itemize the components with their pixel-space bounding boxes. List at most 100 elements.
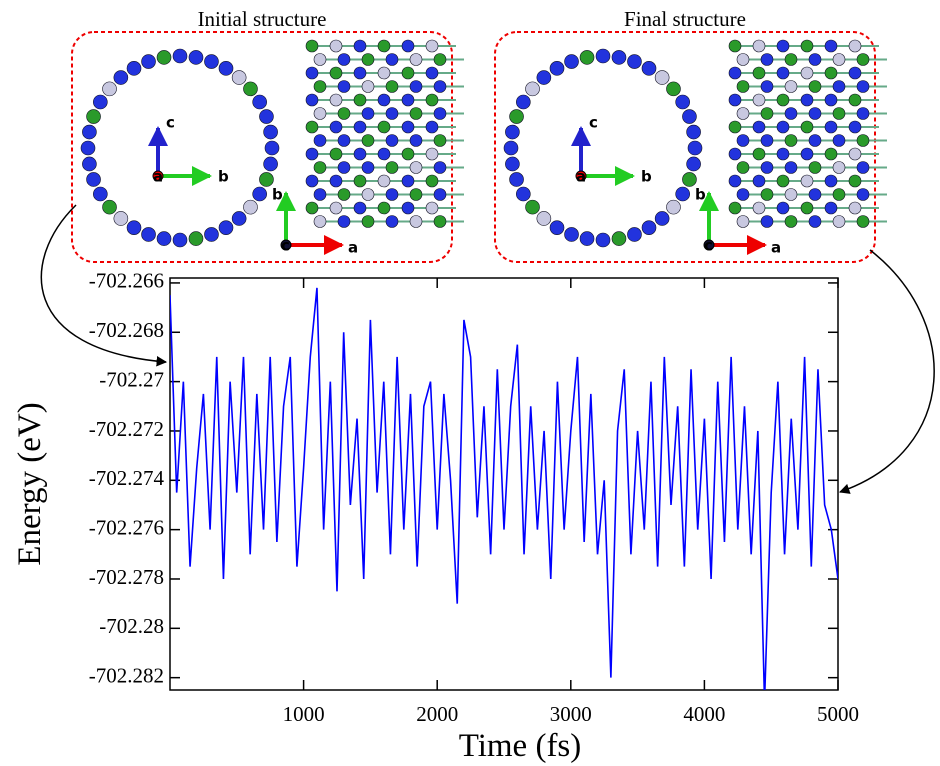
atom	[329, 174, 343, 188]
inset-title: Final structure	[624, 7, 746, 31]
axis-origin	[152, 170, 164, 182]
atom	[641, 220, 657, 235]
atom	[409, 215, 423, 228]
y-axis-label: Energy (eV)	[12, 402, 48, 565]
atom	[313, 53, 327, 66]
atom	[536, 211, 552, 226]
atom	[433, 107, 447, 120]
atom	[113, 70, 129, 85]
atom	[264, 140, 280, 156]
y-tick-label: -702.282	[89, 663, 164, 687]
atom	[824, 201, 838, 215]
atom	[505, 124, 520, 140]
y-tick-label: -702.276	[89, 515, 164, 539]
atom	[525, 81, 540, 97]
atom	[102, 81, 117, 97]
connector-arrow	[40, 204, 168, 367]
atom	[579, 50, 595, 65]
atom	[337, 107, 351, 120]
axis-label: b	[641, 168, 652, 186]
atom	[848, 93, 862, 107]
atom	[856, 161, 870, 174]
atom	[800, 120, 814, 134]
atom	[86, 109, 101, 124]
atom	[832, 53, 846, 66]
atom	[675, 94, 690, 110]
atom	[824, 147, 838, 161]
atom	[156, 50, 172, 65]
atom	[848, 147, 862, 161]
atom	[752, 93, 766, 107]
atom	[377, 174, 391, 188]
atom	[353, 147, 367, 161]
atom	[93, 186, 108, 202]
atom	[353, 66, 367, 80]
atom	[832, 134, 846, 147]
atom	[666, 199, 681, 215]
atom	[832, 107, 846, 120]
atom	[377, 66, 391, 80]
axis-label: b	[218, 168, 229, 186]
atom	[776, 120, 790, 134]
axis-label: a	[153, 168, 163, 186]
atom	[808, 107, 822, 120]
atom	[385, 188, 399, 201]
atom	[832, 215, 846, 228]
atom	[329, 201, 343, 215]
atom	[401, 201, 415, 215]
atom	[611, 50, 627, 65]
atom	[353, 39, 367, 53]
axis-label: c	[281, 237, 290, 255]
atom	[385, 53, 399, 66]
atom	[313, 161, 327, 174]
atom	[113, 211, 129, 226]
atom	[856, 188, 870, 201]
atom	[329, 39, 343, 53]
atom	[401, 174, 415, 188]
atom	[188, 231, 204, 246]
atom	[329, 66, 343, 80]
axis-label: a	[348, 239, 358, 257]
atom	[305, 174, 319, 188]
atom	[156, 231, 172, 246]
atom	[329, 120, 343, 134]
inset-title: Initial structure	[198, 7, 327, 31]
atom	[252, 186, 267, 202]
y-tick-label: -702.272	[89, 417, 164, 441]
atom	[752, 120, 766, 134]
atom	[305, 120, 319, 134]
atom	[564, 54, 579, 69]
atom	[856, 134, 870, 147]
atom	[385, 107, 399, 120]
atom	[808, 188, 822, 201]
atom	[305, 147, 319, 161]
atom	[848, 39, 862, 53]
atom	[505, 156, 520, 172]
atom	[848, 120, 862, 134]
atom	[361, 161, 375, 174]
atom	[516, 186, 531, 202]
atom	[686, 124, 701, 140]
atom	[401, 66, 415, 80]
atom	[218, 61, 234, 76]
atom	[401, 120, 415, 134]
atom	[824, 39, 838, 53]
atom	[313, 215, 327, 228]
atom	[313, 107, 327, 120]
atom	[361, 134, 375, 147]
atom	[93, 94, 108, 110]
atom	[337, 215, 351, 228]
atom	[776, 93, 790, 107]
insets: Initial structure c a b b c a Final structure c a…	[71, 7, 887, 263]
atom	[784, 161, 798, 174]
atom	[654, 211, 670, 226]
atom	[776, 66, 790, 80]
atom	[305, 66, 319, 80]
atom	[784, 134, 798, 147]
atom	[313, 188, 327, 201]
atom	[361, 215, 375, 228]
atom	[172, 232, 188, 248]
axis-label: c	[166, 114, 175, 132]
atom	[627, 227, 642, 242]
x-tick-label: 1000	[283, 702, 325, 726]
